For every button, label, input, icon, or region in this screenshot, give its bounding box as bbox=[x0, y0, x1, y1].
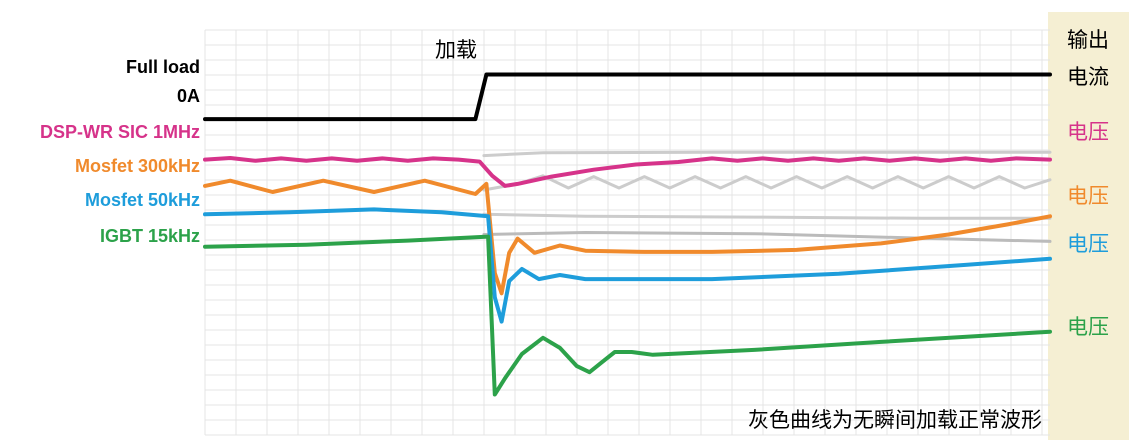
output-current-label-line2: 电流 bbox=[1067, 65, 1109, 89]
grid bbox=[204, 29, 1050, 436]
series-label-dsp: DSP-WR SIC 1MHz bbox=[40, 122, 200, 142]
measured-waveforms bbox=[203, 72, 1052, 397]
reference-line-normal-300k bbox=[482, 174, 1052, 192]
voltage-label-mosfet-50k: 电压 bbox=[1067, 232, 1109, 256]
voltage-label-igbt: 电压 bbox=[1067, 315, 1109, 339]
reference-line-normal-igbt bbox=[482, 231, 1052, 243]
reference-waveforms bbox=[482, 150, 1052, 243]
series-line-full-load-0a bbox=[203, 72, 1052, 122]
reference-line-normal-dsp bbox=[482, 150, 1052, 158]
output-current-label-line1: 输出 bbox=[1067, 28, 1109, 52]
voltage-label-mosfet-300k: 电压 bbox=[1067, 184, 1109, 208]
reference-line-normal-50k bbox=[482, 212, 1052, 220]
full-load-label: Full load bbox=[126, 57, 200, 77]
voltage-label-dsp: 电压 bbox=[1067, 120, 1109, 144]
zero-amp-label: 0A bbox=[177, 86, 200, 106]
series-line-mosfet-300khz bbox=[203, 178, 1052, 296]
series-label-mosfet-50k: Mosfet 50kHz bbox=[85, 190, 200, 210]
series-line-dsp-wr-sic-1mhz bbox=[203, 156, 1052, 188]
series-label-mosfet-300k: Mosfet 300kHz bbox=[75, 156, 200, 176]
load-event-annotation: 加载 bbox=[435, 38, 477, 62]
right-label-panel bbox=[1048, 12, 1129, 440]
gray-curve-footnote: 灰色曲线为无瞬间加载正常波形 bbox=[748, 408, 1042, 432]
series-line-mosfet-50khz bbox=[203, 207, 1052, 324]
series-line-igbt-15khz bbox=[203, 234, 1052, 397]
series-label-igbt: IGBT 15kHz bbox=[100, 226, 200, 246]
